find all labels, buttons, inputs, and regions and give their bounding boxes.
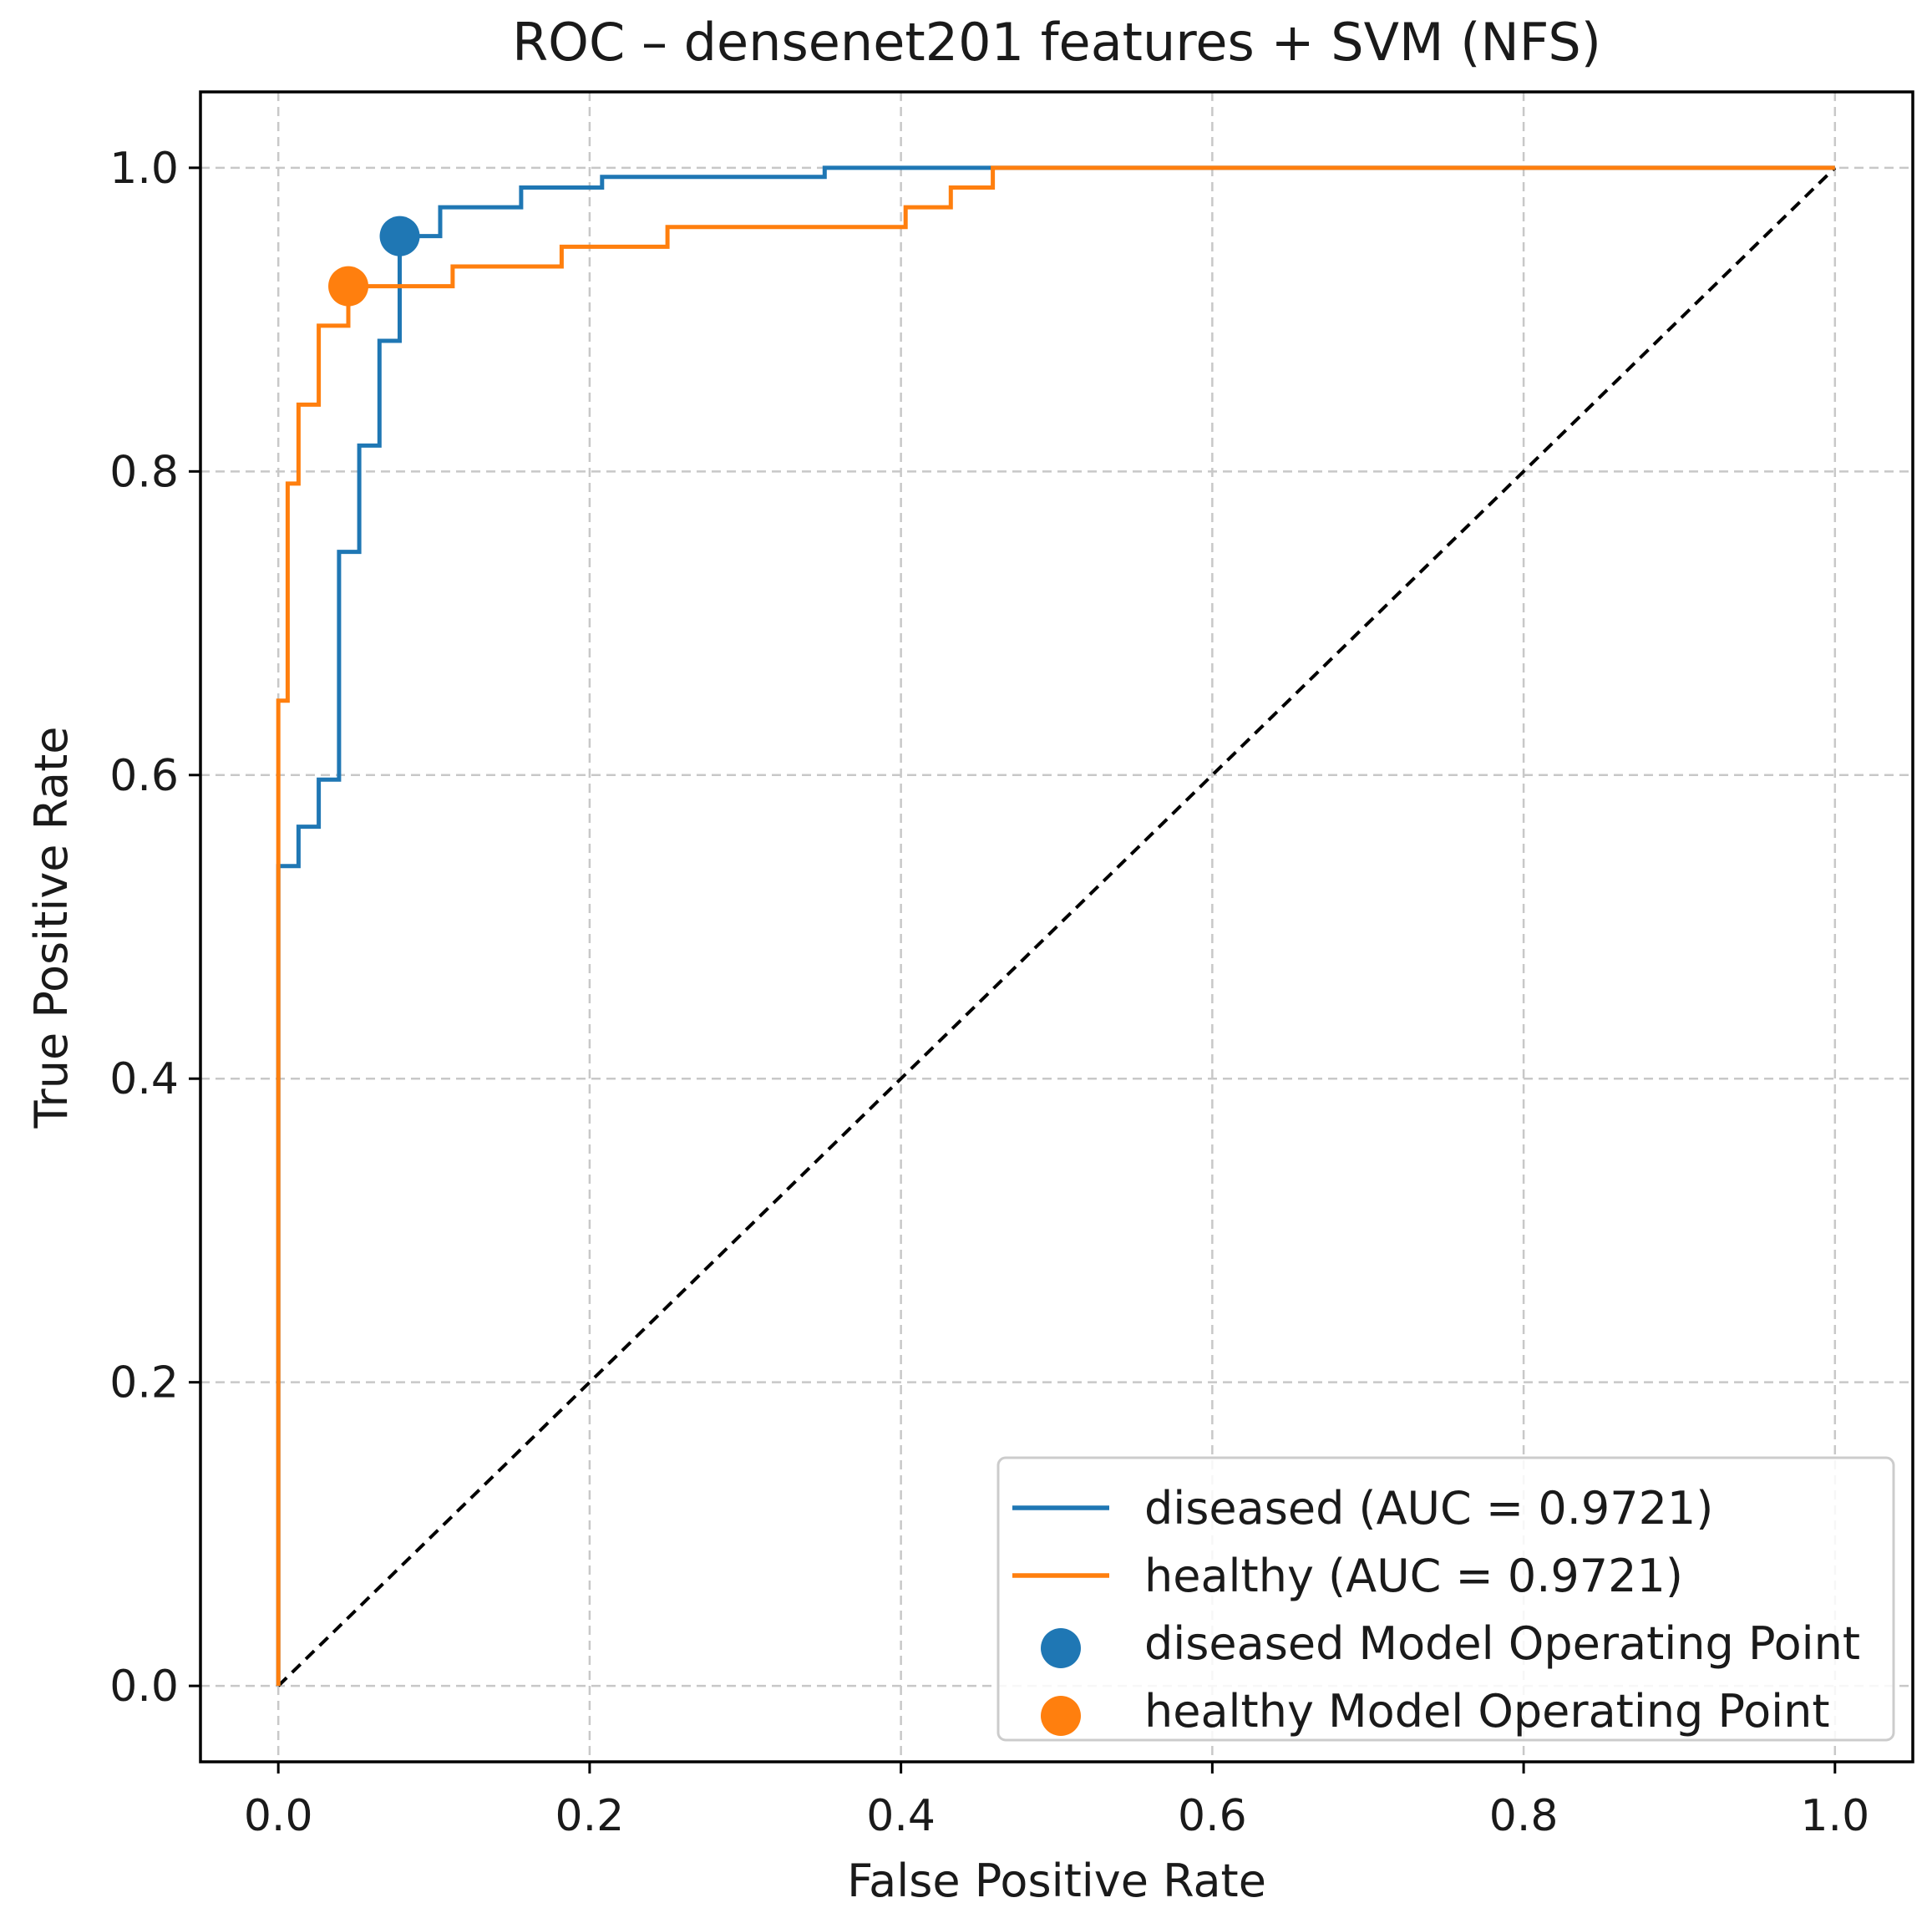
legend-label-3: healthy Model Operating Point (1144, 1685, 1830, 1738)
x-tick-label-4: 0.8 (1489, 1791, 1559, 1841)
x-tick-label-2: 0.4 (866, 1791, 936, 1841)
x-axis-label: False Positive Rate (847, 1855, 1266, 1907)
legend-label-1: healthy (AUC = 0.9721) (1144, 1550, 1683, 1602)
y-tick-label-2: 0.4 (109, 1054, 179, 1104)
plot-frame (199, 90, 1914, 1763)
legend: diseased (AUC = 0.9721) healthy (AUC = 0.… (996, 1456, 1895, 1742)
y-axis-ticks: 0.0 0.2 0.4 0.6 0.8 1.0 (109, 144, 200, 1712)
chart-title: ROC – densenet201 features + SVM (NFS) (512, 12, 1601, 73)
y-tick-label-1: 0.2 (109, 1358, 179, 1408)
y-axis-label: True Positive Rate (25, 726, 78, 1129)
legend-label-0: diseased (AUC = 0.9721) (1144, 1482, 1713, 1535)
operating-point-0 (379, 216, 420, 256)
legend-box (996, 1456, 1895, 1742)
legend-swatch-marker-3 (1041, 1696, 1081, 1736)
legend-label-2: diseased Model Operating Point (1144, 1617, 1860, 1670)
series-line-1 (276, 165, 1835, 1687)
x-tick-label-0: 0.0 (244, 1791, 313, 1841)
legend-swatch-marker-2 (1041, 1628, 1081, 1668)
series-lines (276, 165, 1835, 1687)
y-tick-label-4: 0.8 (109, 447, 179, 497)
y-tick-label-3: 0.6 (109, 751, 179, 801)
y-tick-label-0: 0.0 (109, 1662, 179, 1712)
y-tick-label-5: 1.0 (109, 144, 179, 194)
chance-line-group (276, 166, 1837, 1687)
x-axis-ticks: 0.0 0.2 0.4 0.6 0.8 1.0 (244, 1762, 1869, 1841)
chance-diagonal-line (276, 166, 1837, 1687)
legend-items: diseased (AUC = 0.9721) healthy (AUC = 0.… (1012, 1482, 1860, 1738)
operating-point-1 (328, 266, 369, 307)
x-tick-label-3: 0.6 (1178, 1791, 1247, 1841)
x-tick-label-5: 1.0 (1800, 1791, 1869, 1841)
series-line-0 (276, 165, 1835, 1687)
x-tick-label-1: 0.2 (555, 1791, 625, 1841)
operating-points (328, 216, 420, 307)
